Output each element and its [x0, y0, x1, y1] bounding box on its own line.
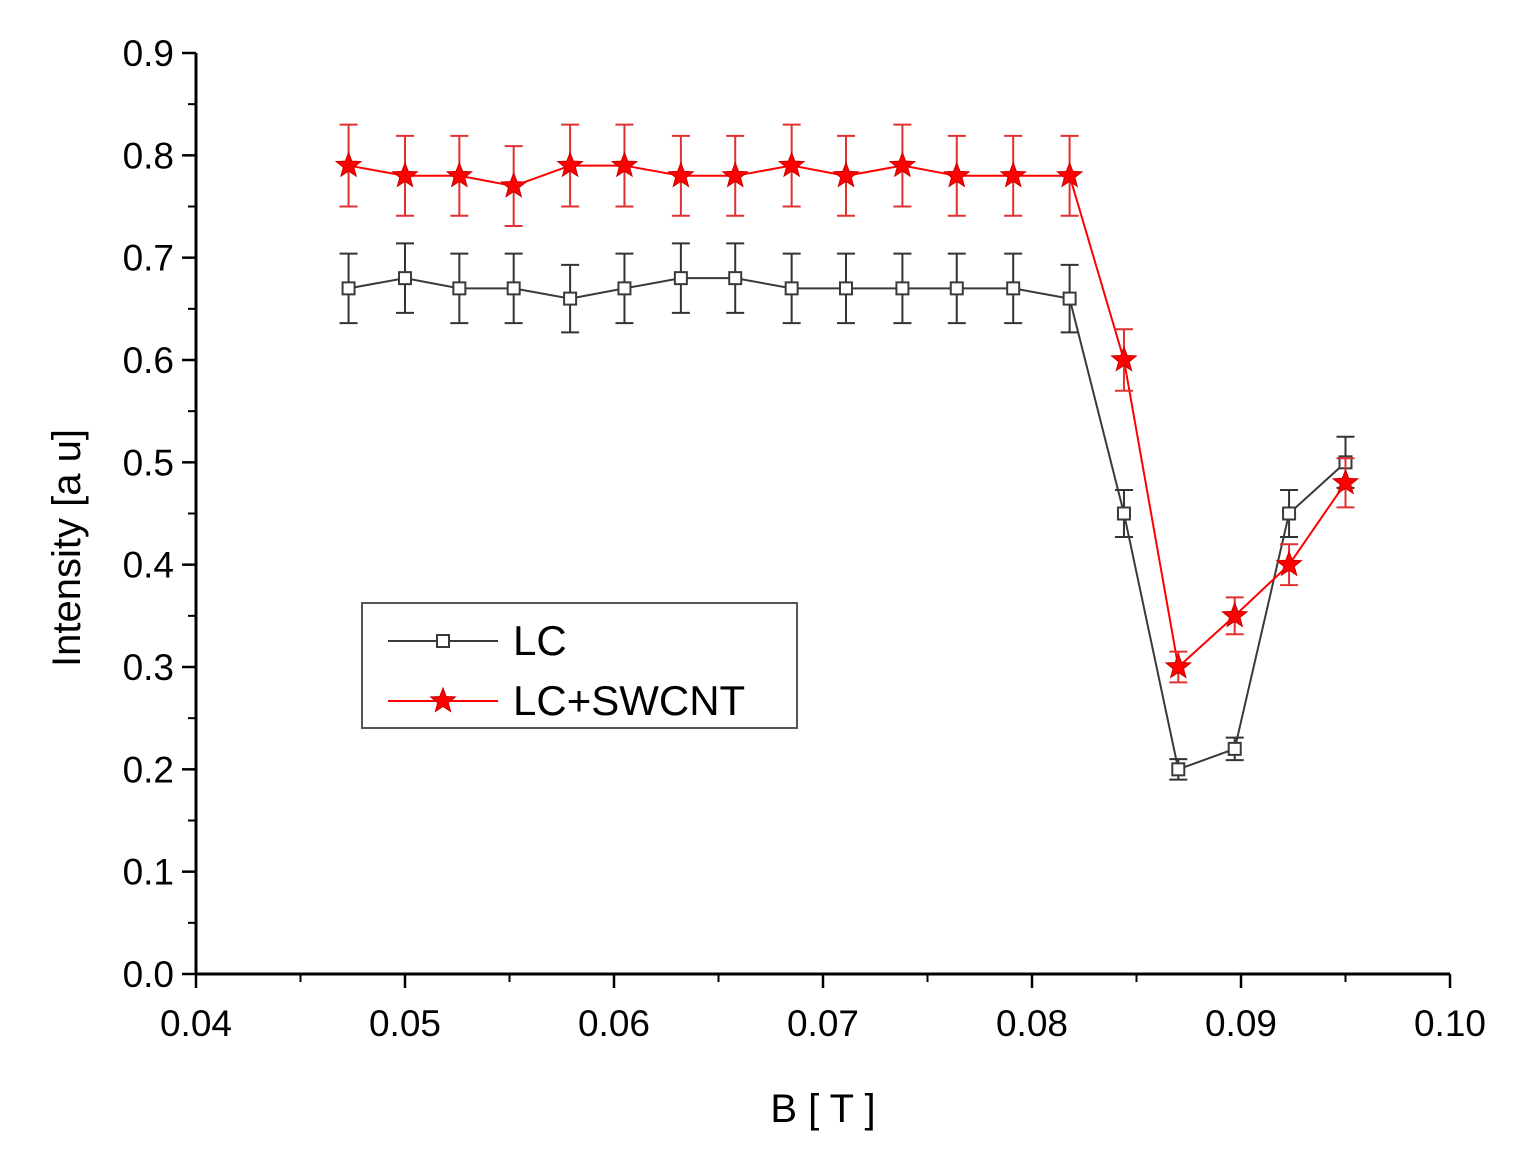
legend-label-lc: LC [513, 617, 567, 664]
legend: LC LC+SWCNT [361, 602, 798, 729]
x-tick-label: 0.05 [369, 1003, 441, 1044]
data-point [341, 281, 356, 296]
legend-label-lc-swcnt: LC+SWCNT [513, 677, 745, 724]
data-point [506, 281, 521, 296]
data-point [610, 151, 639, 178]
y-tick-label: 0.4 [123, 545, 174, 586]
y-tick-label: 0.2 [123, 749, 174, 790]
y-axis-title: Intensity [a u] [45, 429, 89, 667]
data-point [1164, 652, 1193, 679]
data-point [667, 161, 695, 188]
x-tick-label: 0.09 [1205, 1003, 1277, 1044]
data-point [1282, 506, 1297, 521]
data-point [949, 281, 964, 296]
data-point [445, 161, 474, 188]
data-point [398, 271, 412, 286]
x-ticks: 0.04 0.05 0.06 0.07 0.08 0.09 0.10 [160, 974, 1486, 1044]
axes: 0.00.10.20.30.40.50.60.70.80.9 0.04 0.05 0… [45, 33, 1486, 1131]
series-layer [334, 123, 1360, 781]
data-point [452, 281, 467, 296]
data-point [1006, 281, 1021, 296]
data-point [721, 161, 749, 188]
y-tick-label: 0.1 [123, 852, 174, 893]
data-point [556, 151, 584, 178]
x-tick-label: 0.07 [787, 1003, 859, 1044]
y-tick-label: 0.8 [123, 135, 174, 176]
data-point [943, 161, 971, 188]
y-tick-label: 0.5 [123, 442, 174, 483]
data-point [499, 171, 528, 198]
x-tick-label: 0.08 [996, 1003, 1068, 1044]
data-point [895, 281, 910, 296]
data-point [838, 281, 853, 296]
data-point [673, 271, 688, 286]
data-point [888, 151, 917, 178]
data-point [1062, 291, 1077, 306]
data-point [1275, 550, 1303, 577]
x-tick-label: 0.04 [160, 1003, 232, 1044]
x-axis-title: B [ T ] [770, 1087, 875, 1131]
x-tick-label: 0.06 [578, 1003, 650, 1044]
data-point [1171, 762, 1186, 777]
data-point [777, 151, 806, 178]
legend-marker-lc [436, 634, 450, 648]
series-lc-swcnt [334, 123, 1360, 684]
y-tick-label: 0.0 [123, 954, 174, 995]
data-point [1110, 345, 1138, 372]
data-point [1116, 506, 1131, 521]
data-point [784, 281, 799, 296]
legend-star-shape [429, 686, 457, 713]
data-point [1227, 741, 1242, 756]
y-tick-label: 0.7 [123, 238, 174, 279]
series-lc [339, 242, 1355, 781]
data-point [563, 291, 578, 306]
x-tick-label: 0.10 [1414, 1003, 1486, 1044]
data-point [617, 281, 632, 296]
series-line [348, 164, 1347, 669]
y-ticks: 0.0 0.1 0.2 0.3 0.4 0.5 0.6 0.7 0.8 0.9 [123, 33, 196, 995]
y-tick-label: 0.3 [123, 647, 174, 688]
data-point [832, 161, 860, 188]
data-point [1331, 468, 1360, 495]
y-tick-label: 0.9 [123, 33, 174, 74]
data-point [1221, 601, 1249, 628]
legend-marker-lc-swcnt [429, 686, 457, 713]
data-point [1055, 161, 1084, 188]
legend-box [361, 602, 798, 729]
data-point [728, 271, 743, 286]
y-tick-label: 0.6 [123, 340, 174, 381]
data-point [391, 161, 419, 188]
data-point [999, 161, 1027, 188]
data-point [334, 151, 363, 178]
